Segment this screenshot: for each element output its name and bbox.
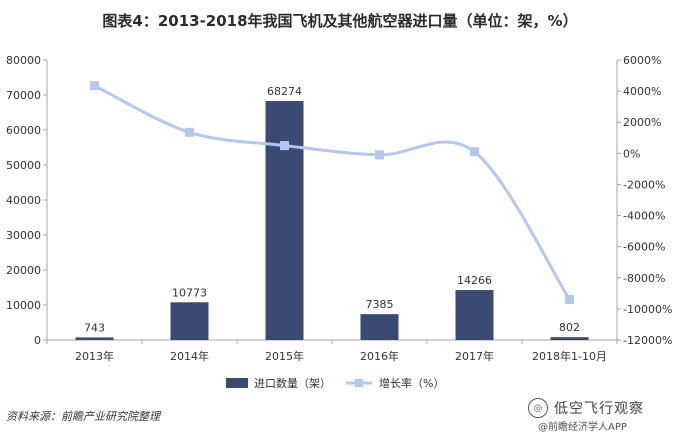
legend-line-marker [355,379,363,387]
right-tick-label: -12000% [623,334,672,347]
right-tick-label: 4000% [623,85,661,98]
bar [75,337,114,340]
brand-subtitle: @前瞻经济学人APP [538,422,627,433]
right-tick-label: -10000% [623,303,672,316]
bar [550,337,589,340]
bar-data-label: 743 [84,321,105,334]
right-tick-label: -2000% [623,178,665,191]
legend-line-label: 增长率（%） [379,376,444,390]
right-tick-label: 2000% [623,116,661,129]
right-tick-label: -8000% [623,272,665,285]
bar [170,302,209,340]
left-tick-label: 60000 [6,124,41,137]
legend-bar-label: 进口数量（架） [254,377,331,390]
left-tick-label: 50000 [6,159,41,172]
growth-rate-line [93,84,571,301]
source-note: 资料来源：前瞻产业研究院整理 [6,410,160,423]
x-tick-label: 2017年 [455,349,494,363]
bar-data-label: 10773 [172,286,207,299]
right-tick-label: 0% [623,147,640,160]
bar-data-label: 802 [559,321,580,334]
bar [265,101,304,340]
bar-data-label: 14266 [457,274,492,287]
growth-rate-point [375,150,384,160]
x-tick-label: 2013年 [75,349,114,363]
bar-data-label: 7385 [366,298,394,311]
growth-rate-point [185,127,194,137]
x-tick-label: 2015年 [265,349,304,363]
growth-rate-point [280,141,289,151]
left-tick-label: 70000 [6,89,41,102]
growth-rate-point [90,81,99,91]
left-tick-label: 10000 [6,299,41,312]
x-tick-label: 2014年 [170,349,209,363]
right-tick-label: 6000% [623,54,661,67]
legend-bar-swatch [226,378,248,388]
growth-rate-point [470,147,479,157]
left-tick-label: 80000 [6,54,41,67]
chart-title: 图表4：2013-2018年我国飞机及其他航空器进口量（单位：架，%） [102,12,578,30]
right-tick-label: -6000% [623,241,665,254]
right-tick-label: -4000% [623,210,665,223]
x-tick-label: 2018年1-10月 [532,349,607,363]
brand-watermark: ◎ 低空飞行观察 [528,398,644,418]
left-tick-label: 20000 [6,264,41,277]
bar-data-label: 68274 [267,85,302,98]
x-tick-label: 2016年 [360,349,399,363]
bar [455,290,494,340]
bar [360,314,399,340]
wechat-logo-icon: ◎ [528,398,548,418]
left-tick-label: 30000 [6,229,41,242]
left-tick-label: 40000 [6,194,41,207]
growth-rate-point [565,295,574,305]
left-tick-label: 0 [34,334,41,347]
brand-name: 低空飞行观察 [554,401,644,417]
